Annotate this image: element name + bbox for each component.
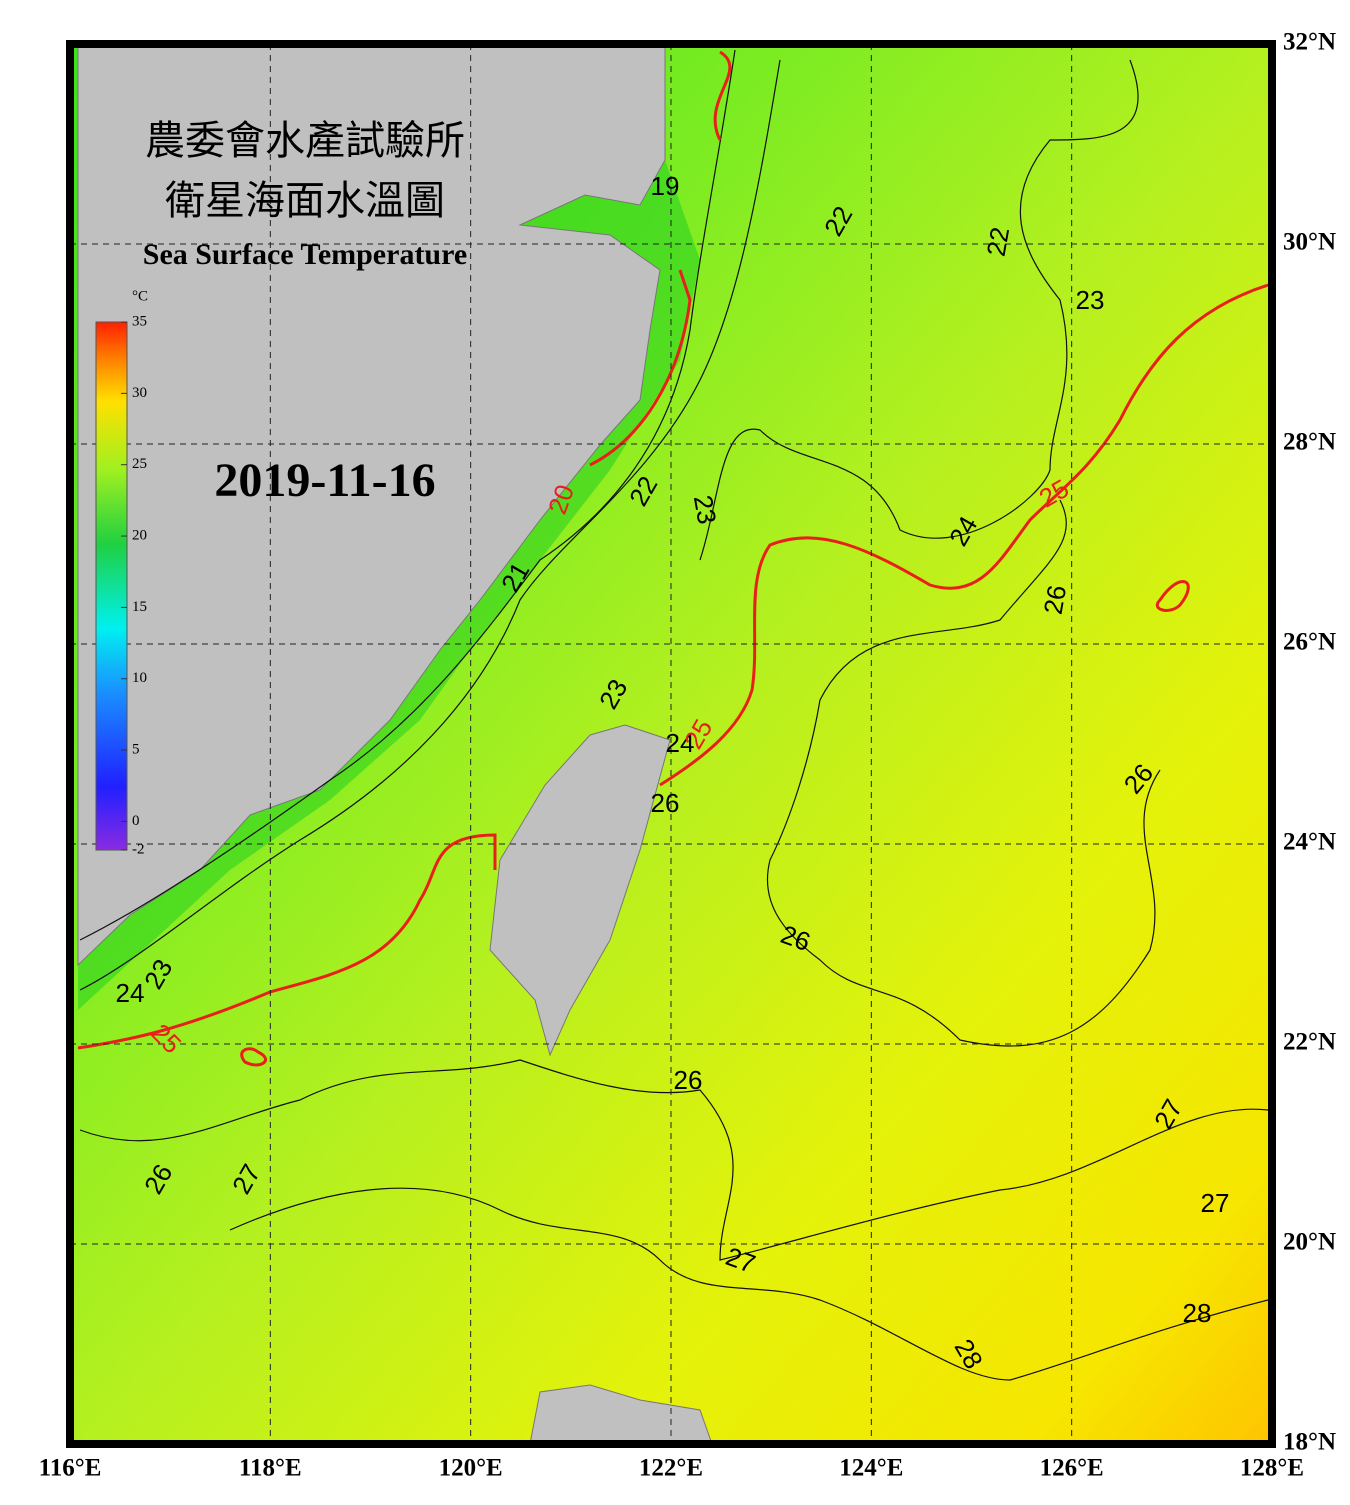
x-tick-label: 118°E [239,1455,302,1482]
map-frame [66,40,1276,1448]
colorbar-ticks: 35 30 25 20 15 10 5 0 -2 [121,313,147,857]
y-tick-label: 28°N [1283,429,1336,456]
title-zh: 衛星海面水溫圖 [165,178,445,223]
contour-label: 22 [981,225,1016,259]
contour-label: 26 [651,788,680,818]
contour-label: 28 [1183,1298,1212,1328]
land-taiwan [489,724,671,1057]
contour-label: 23 [1076,285,1105,315]
colorbar-unit: °C [132,288,148,304]
land-mainland [77,48,666,967]
x-tick-label: 124°E [839,1455,903,1482]
contour-label: 19 [651,171,680,201]
contour-label: 26 [1038,583,1073,617]
colorbar-tick-label: 25 [132,456,147,472]
y-tick-label: 32°N [1283,29,1336,56]
colorbar-tick-label: 10 [132,670,147,686]
contour-label: 24 [666,728,695,758]
colorbar-tick-label: -2 [132,841,145,857]
y-tick-label: 26°N [1283,629,1336,656]
colorbar-tick-label: 15 [132,599,147,615]
colorbar-tick-label: 20 [132,527,147,543]
x-tick-label: 128°E [1240,1455,1304,1482]
title-en: Sea Surface Temperature [143,238,467,271]
contour-label: 27 [1201,1188,1230,1218]
contour-lines-red [77,50,1268,1067]
colorbar-tick-label: 30 [132,385,147,401]
x-tick-label: 116°E [39,1455,102,1482]
colorbar-tick-label: 5 [132,742,140,758]
y-tick-label: 18°N [1283,1429,1336,1456]
y-tick-label: 30°N [1283,229,1336,256]
contour-label: 26 [674,1065,703,1095]
contour-label: 24 [116,978,145,1008]
axis-labels: 116°E 118°E 120°E 122°E 124°E 126°E 128°E 32°N 3… [39,29,1336,1482]
x-tick-label: 120°E [439,1455,503,1482]
x-tick-label: 122°E [639,1455,703,1482]
colorbar [95,321,128,851]
y-tick-label: 22°N [1283,1029,1336,1056]
contour-label: 23 [688,493,723,527]
graticule [74,48,1268,1440]
x-tick-label: 126°E [1040,1455,1104,1482]
y-tick-label: 24°N [1283,829,1336,856]
date: 2019-11-16 [214,454,435,507]
contour-lines [79,49,1268,1381]
title-zh: 農委會水產試驗所 [145,118,465,163]
colorbar-tick-label: 0 [132,813,140,829]
colorbar-tick-label: 35 [132,313,147,329]
land-luzon [530,1384,712,1440]
y-tick-label: 20°N [1283,1229,1336,1256]
